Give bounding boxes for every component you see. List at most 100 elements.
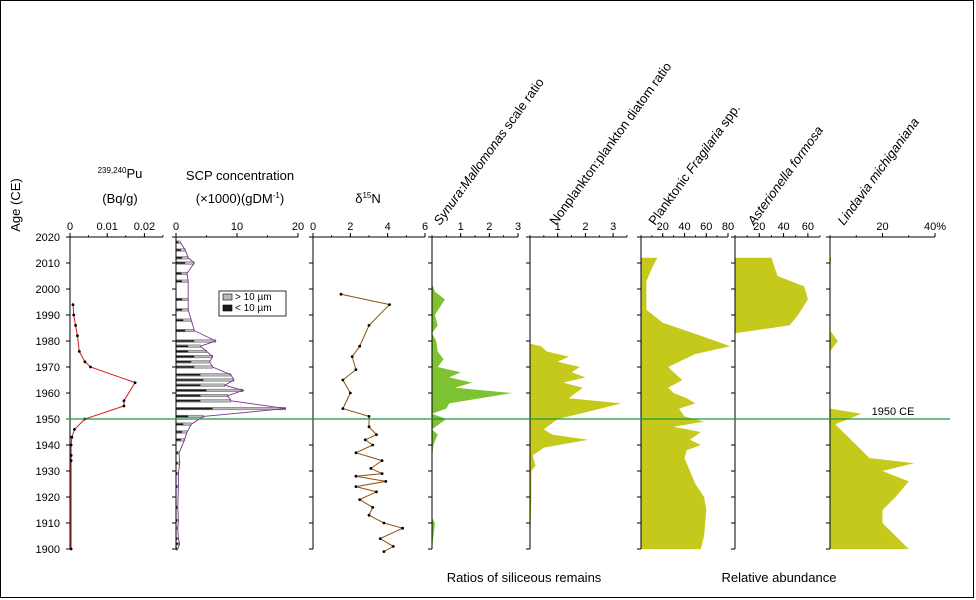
y-tick-label: 1970 — [36, 362, 60, 374]
data-point — [350, 355, 354, 358]
data-point — [369, 467, 373, 470]
title-italic: Lindavia michiganiana — [834, 115, 922, 228]
title-italic: Mallomonas — [457, 126, 511, 192]
bar-small-particles — [176, 319, 184, 321]
legend-swatch — [222, 304, 233, 312]
data-point — [341, 407, 345, 410]
group-label-abundance: Relative abundance — [722, 570, 837, 585]
x-tick-label: 20 — [657, 221, 669, 233]
panel-title: SCP concentration — [186, 168, 294, 183]
data-point — [391, 545, 395, 548]
x-tick-label: 10 — [231, 221, 243, 233]
area-series-fragilaria — [641, 257, 731, 549]
bar-small-particles — [176, 384, 201, 386]
x-tick-label: 3 — [515, 221, 521, 233]
legend-entry: < 10 µm — [235, 303, 272, 314]
line-series-d15n — [340, 293, 405, 553]
x-tick-label: 60 — [700, 221, 712, 233]
y-tick-label: 1910 — [36, 518, 60, 530]
bar-small-particles — [176, 379, 204, 381]
bar-small-particles — [176, 472, 178, 475]
data-point — [367, 425, 371, 429]
bar-small-particles — [176, 485, 178, 488]
data-point — [354, 474, 358, 478]
x-tick-label: 0 — [173, 221, 179, 233]
x-tick-label: 80 — [722, 221, 734, 233]
y-tick-label: 2020 — [36, 232, 60, 244]
data-point — [122, 399, 126, 403]
bar-small-particles — [176, 366, 195, 368]
panel-scp: SCP concentration (×1000)(gDM-1) > 10 µm< … — [172, 168, 304, 551]
x-tick-label: 0 — [310, 221, 316, 233]
legend-entry: > 10 µm — [235, 292, 272, 303]
area-series-lindavia — [830, 257, 914, 549]
line-series-pu — [70, 304, 136, 549]
y-tick-label: 1980 — [36, 336, 60, 348]
group-label-ratios: Ratios of siliceous remains — [447, 570, 602, 585]
bar-small-particles — [176, 462, 178, 464]
bar-small-particles — [176, 350, 189, 353]
bar-small-particles — [176, 452, 178, 454]
title-superscript: 239,240 — [98, 166, 127, 175]
bar-small-particles — [176, 548, 178, 550]
x-tick-label: 20 — [292, 221, 304, 233]
legend-swatch — [222, 293, 233, 301]
panel-pu: 239,240Pu (Bq/g) 0 0.01 0.02 — [66, 166, 164, 551]
title-text: N — [371, 191, 380, 206]
x-tick-label: 40% — [924, 221, 946, 233]
bar-small-particles — [176, 506, 178, 509]
reference-line-group: 1950 CE — [66, 406, 950, 420]
data-point — [74, 324, 77, 327]
x-tick-label: 1 — [458, 221, 464, 233]
x-tick-label: 20 — [876, 221, 888, 233]
legend: > 10 µm< 10 µm — [218, 290, 287, 317]
y-tick-label: 2000 — [36, 284, 60, 296]
panel-title: Lindavia michiganiana — [834, 115, 922, 228]
data-point — [83, 360, 87, 364]
bar-small-particles — [176, 537, 178, 540]
title-italic: Asterionella formosa — [744, 123, 826, 228]
data-point — [380, 472, 384, 475]
bar-small-particles — [176, 394, 201, 397]
panel-title: δ15N — [355, 191, 381, 206]
bar-small-particles — [176, 519, 178, 522]
data-point — [371, 443, 375, 447]
bar-small-particles — [176, 423, 184, 425]
title-text: scale ratio — [498, 75, 547, 135]
data-point — [89, 365, 92, 369]
panel-title: Planktonic Fragilaria spp. — [645, 101, 743, 228]
reference-line-label: 1950 CE — [872, 406, 915, 418]
bar-small-particles — [176, 309, 183, 311]
y-tick-label: 1900 — [36, 544, 60, 556]
data-point — [380, 459, 384, 462]
data-point — [133, 381, 137, 384]
data-point — [382, 550, 386, 553]
area-series-synura — [432, 242, 513, 549]
x-tick-label: 0 — [67, 221, 73, 233]
bar-small-particles — [176, 241, 179, 243]
data-point — [70, 435, 74, 439]
data-point — [354, 368, 358, 371]
title-italic: Fragilaria — [683, 124, 727, 177]
title-text: : — [455, 183, 469, 195]
panel-fragilaria: Planktonic Fragilaria spp.20 40 60 80 — [637, 101, 743, 550]
bar-small-particles — [176, 272, 182, 275]
x-tick-label: 20 — [753, 221, 765, 233]
title-text: ) — [280, 191, 284, 206]
data-point — [384, 480, 388, 483]
area-series-nonplankton — [530, 343, 622, 549]
y-tick-label: 1920 — [36, 492, 60, 504]
y-axis-tick-labels: 1900 1910 1920 1930 1940 1950 1960 1970 1980 1990… — [36, 232, 60, 556]
bar-small-particles — [176, 249, 181, 251]
y-tick-label: 1960 — [36, 388, 60, 400]
title-superscript: 15 — [362, 191, 371, 200]
title-text: spp. — [715, 101, 744, 133]
data-point — [354, 451, 358, 455]
x-tick-label: 3 — [610, 221, 616, 233]
data-point — [371, 506, 375, 509]
x-tick-label: 60 — [802, 221, 814, 233]
